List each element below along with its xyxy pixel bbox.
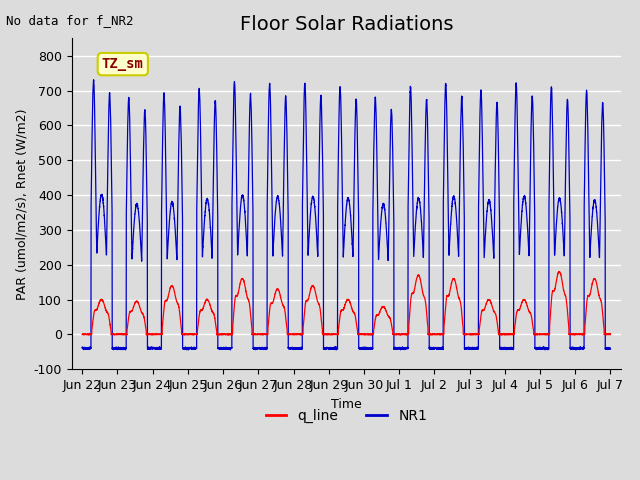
X-axis label: Time: Time <box>331 397 362 410</box>
Legend: q_line, NR1: q_line, NR1 <box>260 403 433 429</box>
Text: TZ_sm: TZ_sm <box>102 57 144 71</box>
Text: No data for f_NR2: No data for f_NR2 <box>6 14 134 27</box>
Title: Floor Solar Radiations: Floor Solar Radiations <box>239 15 453 34</box>
Y-axis label: PAR (umol/m2/s), Rnet (W/m2): PAR (umol/m2/s), Rnet (W/m2) <box>15 108 28 300</box>
